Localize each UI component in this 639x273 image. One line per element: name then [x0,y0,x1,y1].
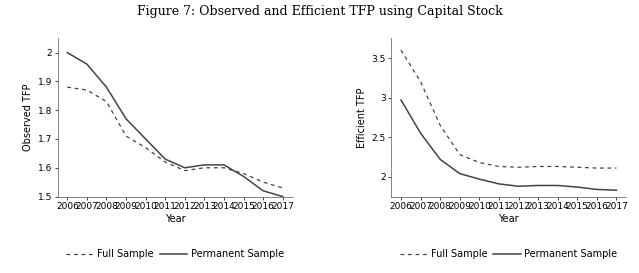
Permanent Sample [83,63,91,66]
Permanent Sample [201,163,208,167]
Legend: Full Sample, Permanent Sample: Full Sample, Permanent Sample [66,249,284,259]
Full Sample [201,166,208,170]
Full Sample [259,180,267,184]
Text: Figure 7: Observed and Efficient TFP using Capital Stock: Figure 7: Observed and Efficient TFP usi… [137,5,502,19]
Full Sample [593,167,601,170]
Full Sample [514,166,522,169]
Permanent Sample [613,189,620,192]
Permanent Sample [63,51,71,54]
Full Sample [83,88,91,92]
Y-axis label: Efficient TFP: Efficient TFP [357,87,367,148]
Permanent Sample [397,98,405,102]
Permanent Sample [417,132,424,135]
Full Sample [162,160,169,164]
Y-axis label: Observed TFP: Observed TFP [24,84,33,151]
Permanent Sample [142,137,150,141]
Full Sample [397,49,405,52]
Permanent Sample [240,175,247,178]
Permanent Sample [279,195,286,198]
Full Sample [279,186,286,189]
Full Sample [417,80,424,84]
Full Sample [554,165,562,168]
Full Sample [534,165,542,168]
Full Sample [240,172,247,175]
Line: Full Sample: Full Sample [401,50,617,168]
X-axis label: Year: Year [498,214,519,224]
Permanent Sample [436,158,444,161]
Permanent Sample [534,184,542,187]
Permanent Sample [456,172,463,175]
Permanent Sample [259,189,267,192]
Permanent Sample [495,182,503,186]
Full Sample [63,85,71,89]
Permanent Sample [573,185,581,189]
Full Sample [103,100,111,103]
Full Sample [220,166,228,170]
Permanent Sample [593,188,601,191]
Permanent Sample [103,85,111,89]
Permanent Sample [162,158,169,161]
Line: Permanent Sample: Permanent Sample [401,100,617,190]
Full Sample [456,153,463,156]
Full Sample [181,169,189,172]
Permanent Sample [475,177,483,181]
Full Sample [475,161,483,164]
X-axis label: Year: Year [165,214,185,224]
Permanent Sample [122,117,130,120]
Full Sample [436,124,444,127]
Full Sample [142,146,150,149]
Full Sample [122,135,130,138]
Legend: Full Sample, Permanent Sample: Full Sample, Permanent Sample [400,249,618,259]
Permanent Sample [514,185,522,188]
Permanent Sample [181,166,189,170]
Full Sample [495,165,503,168]
Line: Permanent Sample: Permanent Sample [67,53,282,197]
Line: Full Sample: Full Sample [67,87,282,188]
Permanent Sample [220,163,228,167]
Permanent Sample [554,184,562,187]
Full Sample [613,167,620,170]
Full Sample [573,166,581,169]
